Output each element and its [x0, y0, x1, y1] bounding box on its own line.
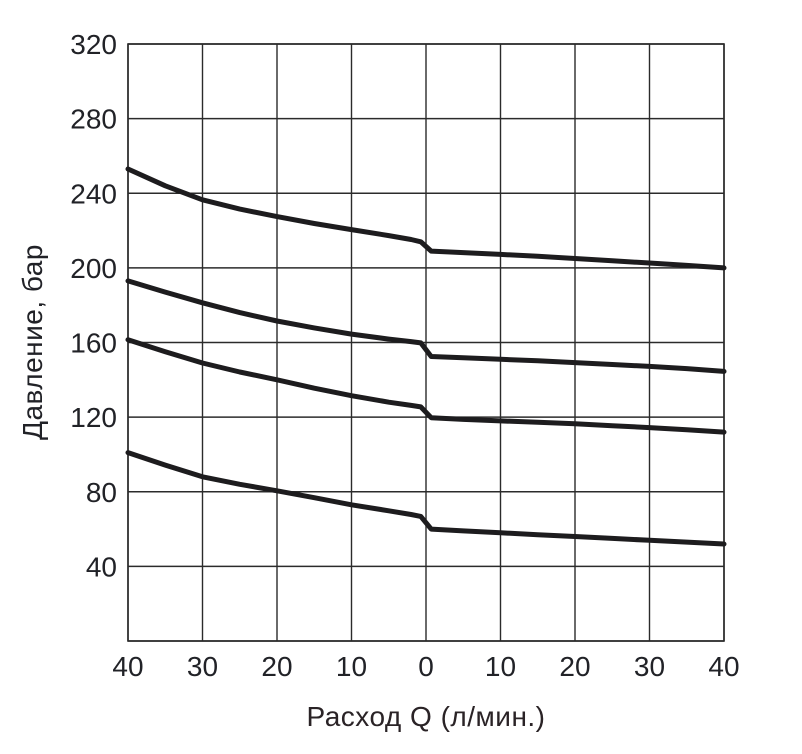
- x-tick-label: 10: [336, 651, 367, 682]
- x-axis-title: Расход Q (л/мин.): [306, 701, 546, 732]
- curve-2: [125, 278, 727, 374]
- x-tick-label: 40: [112, 651, 143, 682]
- y-tick-label: 40: [86, 551, 117, 582]
- y-tick-label: 120: [70, 402, 117, 433]
- y-tick-label: 200: [70, 253, 117, 284]
- x-tick-label: 10: [485, 651, 516, 682]
- x-tick-label: 0: [418, 651, 434, 682]
- curve-4: [125, 450, 727, 547]
- y-tick-label: 320: [70, 29, 117, 60]
- plot-border: [127, 43, 725, 642]
- y-tick-label: 80: [86, 477, 117, 508]
- x-tick-label: 30: [187, 651, 218, 682]
- y-axis-title: Давление, бар: [17, 244, 48, 441]
- x-tick-label: 40: [708, 651, 739, 682]
- y-tick-label: 160: [70, 328, 117, 359]
- y-tick-label: 240: [70, 178, 117, 209]
- curve-3: [125, 337, 727, 435]
- x-tick-label: 30: [634, 651, 665, 682]
- curve-1: [125, 166, 727, 271]
- y-tick-label: 280: [70, 104, 117, 135]
- x-tick-label: 20: [261, 651, 292, 682]
- x-tick-label: 20: [559, 651, 590, 682]
